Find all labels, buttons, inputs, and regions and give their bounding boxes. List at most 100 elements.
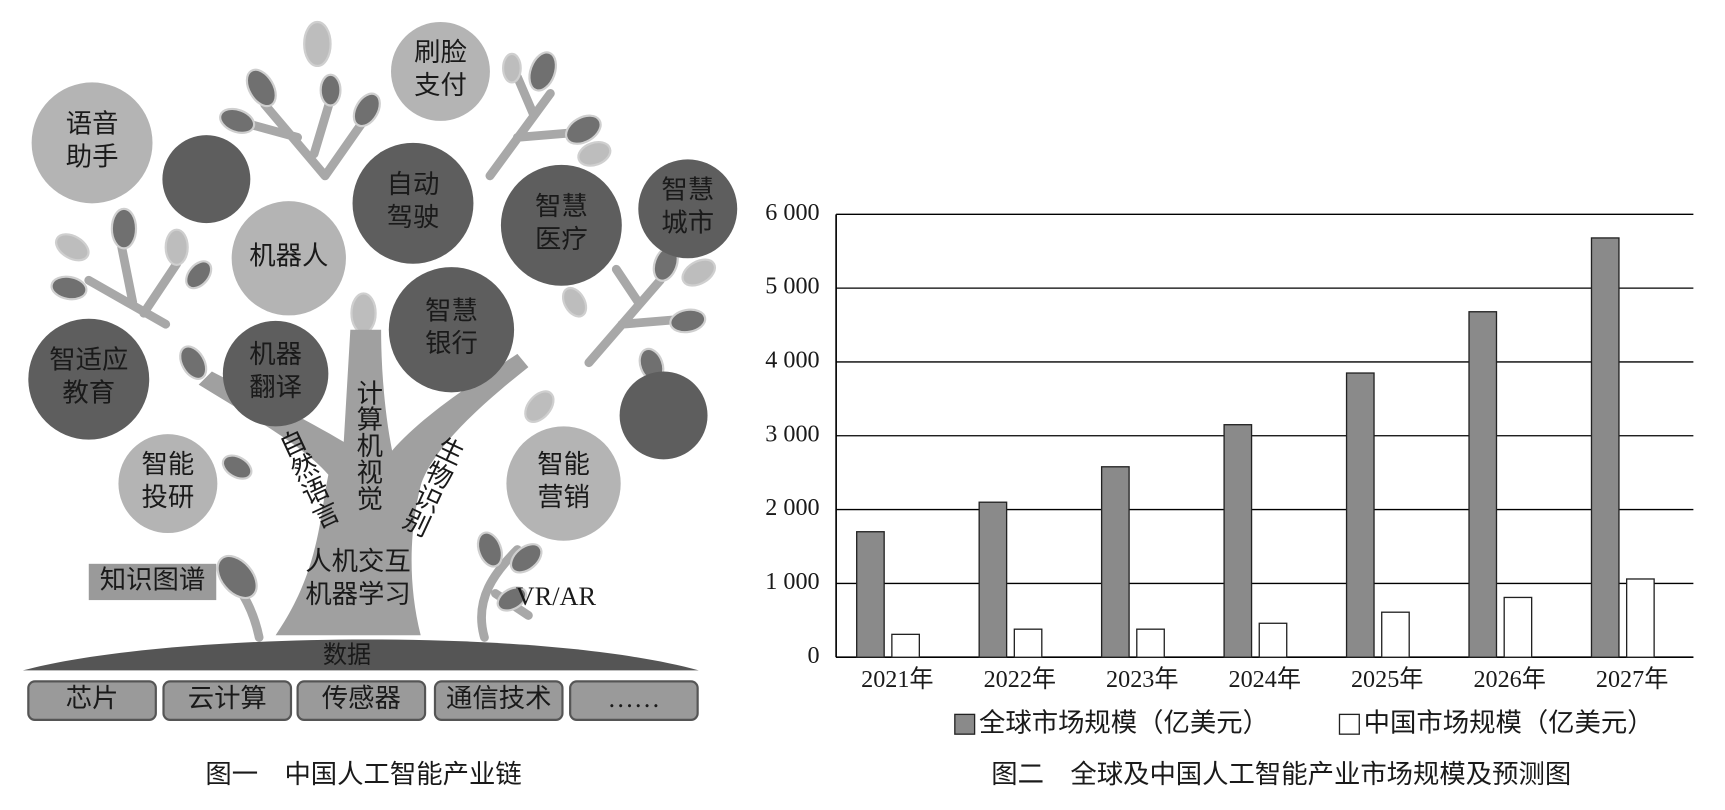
y-tick-label: 6 000	[765, 199, 819, 226]
bubble	[619, 371, 708, 460]
leaf	[561, 286, 588, 318]
bubble	[638, 159, 738, 259]
y-tick-label: 2 000	[765, 494, 819, 521]
leaf	[185, 260, 213, 290]
bubble-label: 银行	[425, 329, 478, 358]
leaf	[681, 258, 717, 287]
bubble	[506, 426, 621, 541]
leaf	[245, 68, 277, 108]
leaf	[221, 454, 253, 480]
bubble-label: 投研	[142, 483, 195, 512]
foundation-label: ……	[608, 684, 661, 713]
bar	[1503, 596, 1533, 658]
x-tick-label: 2024年	[1229, 666, 1301, 693]
leaf	[564, 114, 602, 145]
bubble-label: 助手	[66, 142, 119, 171]
bubble-label: 驾驶	[387, 203, 440, 232]
bubble	[231, 201, 346, 316]
bubble	[31, 82, 153, 204]
y-tick-label: 0	[808, 642, 820, 669]
bubble-label: 支付	[414, 71, 467, 100]
bubble	[352, 142, 474, 264]
bar	[1345, 372, 1375, 658]
core-label: 机器学习	[305, 580, 410, 609]
figure-caption: 图二 全球及中国人工智能产业市场规模及预测图	[991, 760, 1571, 789]
leaf	[577, 141, 612, 167]
bubble-label: 智慧	[425, 296, 478, 325]
bubble	[222, 320, 329, 427]
label-box	[88, 563, 217, 601]
bar	[1590, 237, 1620, 658]
bar	[1468, 311, 1498, 658]
bar	[1136, 628, 1165, 658]
core-label: 人机交互	[305, 547, 410, 576]
bubble-label: 机器	[249, 340, 302, 369]
leaf	[350, 292, 377, 335]
foundation-label: 云计算	[188, 684, 267, 713]
foundation-box	[162, 680, 293, 721]
leaf	[524, 390, 555, 423]
leaf	[352, 92, 381, 128]
leaf	[54, 233, 90, 262]
legend-swatch	[1338, 713, 1360, 735]
bubble-label: 智适应	[49, 346, 128, 375]
leaf	[303, 20, 332, 68]
bar	[1100, 466, 1130, 658]
ground	[22, 639, 699, 671]
bubble-label: 翻译	[249, 373, 302, 402]
bar	[891, 633, 920, 658]
ground-label: 数据	[323, 642, 371, 669]
trunk-label: 计算机视觉	[352, 379, 382, 511]
bubble-label: 智慧	[661, 175, 714, 204]
bubble-label: 机器人	[249, 241, 328, 270]
bubble	[162, 135, 251, 224]
x-tick-label: 2025年	[1351, 666, 1423, 693]
trunk	[198, 329, 529, 636]
bar	[978, 501, 1008, 658]
figure-caption: 图一 中国人工智能产业链	[205, 760, 521, 789]
y-tick-label: 3 000	[765, 420, 819, 447]
leaf	[319, 73, 342, 107]
bar	[856, 531, 885, 658]
foundation-label: 通信技术	[446, 684, 551, 713]
leaf	[179, 345, 208, 380]
leaf	[50, 275, 88, 301]
bubble	[388, 267, 515, 393]
bubble-label: 智能	[537, 450, 590, 479]
bubble-label: 智能	[142, 450, 195, 479]
branch	[84, 242, 182, 329]
bar	[1625, 578, 1655, 658]
bar	[1381, 611, 1410, 658]
branch	[232, 94, 368, 181]
foundation-box	[296, 680, 427, 721]
leaf	[502, 52, 522, 84]
bubble-label: 医疗	[535, 225, 588, 254]
legend-label: 中国市场规模（亿美元）	[1364, 708, 1654, 737]
foundation-box	[27, 680, 157, 721]
leaf	[110, 207, 138, 250]
knowledge-graph-label: 知识图谱	[100, 566, 205, 595]
y-tick-label: 4 000	[765, 347, 819, 374]
bar	[1013, 628, 1043, 658]
y-tick-label: 5 000	[765, 273, 819, 300]
vr-ar-label: VR/AR	[516, 582, 597, 611]
bubble	[28, 318, 150, 440]
leaf	[476, 531, 503, 568]
leaves	[50, 20, 717, 612]
x-tick-label: 2022年	[984, 666, 1056, 693]
foundation-box	[569, 680, 699, 721]
bubble	[118, 434, 218, 534]
leaf	[164, 228, 189, 266]
leaf	[528, 51, 557, 92]
bubble-label: 自动	[387, 170, 440, 199]
tree-diagram	[22, 20, 717, 671]
legend-swatch	[954, 713, 976, 735]
bar	[1223, 424, 1253, 658]
legend-label: 全球市场规模（亿美元）	[979, 708, 1269, 737]
bubble-label: 城市	[661, 208, 714, 237]
bubble-label: 营销	[537, 483, 590, 512]
bubble-label: 语音	[66, 109, 119, 138]
x-tick-label: 2026年	[1473, 666, 1545, 693]
x-tick-label: 2021年	[861, 666, 933, 693]
